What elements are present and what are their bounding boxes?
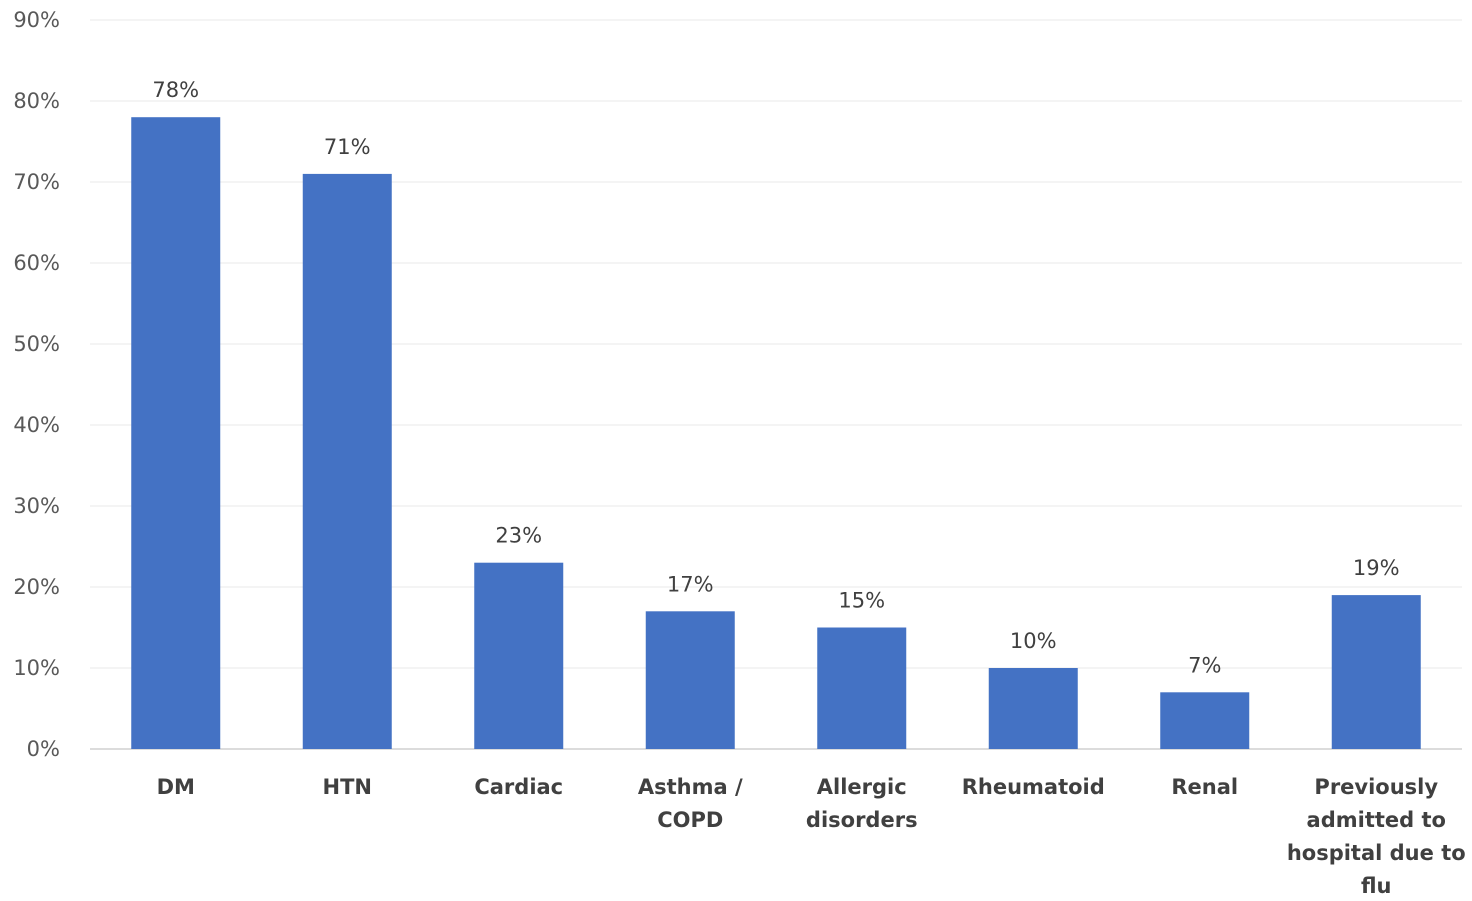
y-tick-label: 30% [13, 494, 60, 518]
y-tick-label: 50% [13, 332, 60, 356]
bar-5 [988, 668, 1078, 749]
category-label: Cardiac [474, 775, 563, 799]
bar-7 [1331, 595, 1421, 749]
category-label: COPD [657, 808, 723, 832]
data-label-0: 78% [152, 78, 199, 102]
category-label: DM [157, 775, 195, 799]
y-tick-label: 40% [13, 413, 60, 437]
y-axis-ticks: 0% 10% 20% 30% 40% 50% 60% 70% 80% 90% [13, 8, 60, 761]
category-label: Allergic [817, 775, 907, 799]
bar-0 [131, 117, 221, 749]
category-label: HTN [323, 775, 372, 799]
y-tick-label: 80% [13, 89, 60, 113]
gridlines [90, 19, 1462, 750]
bar-3 [645, 611, 735, 749]
category-label: Rheumatoid [962, 775, 1105, 799]
category-label: Asthma / [638, 775, 743, 799]
data-label-5: 10% [1010, 629, 1057, 653]
bar-1 [302, 173, 392, 749]
data-label-6: 7% [1188, 653, 1221, 677]
x-axis-categories: DM HTN Cardiac Asthma / COPD Allergic disorder… [157, 775, 1466, 898]
bar-2 [474, 562, 564, 749]
y-tick-label: 60% [13, 251, 60, 275]
category-label: Previously [1314, 775, 1438, 799]
data-label-1: 71% [324, 135, 371, 159]
category-label: flu [1361, 874, 1392, 898]
bars [131, 117, 1421, 749]
category-label: admitted to [1307, 808, 1446, 832]
category-label: disorders [806, 808, 918, 832]
y-tick-label: 20% [13, 575, 60, 599]
data-label-3: 17% [667, 572, 714, 596]
y-tick-label: 70% [13, 170, 60, 194]
y-tick-label: 90% [13, 8, 60, 32]
y-tick-label: 0% [27, 737, 60, 761]
bar-6 [1160, 692, 1250, 749]
data-label-2: 23% [495, 524, 542, 548]
category-label: hospital due to [1287, 841, 1466, 865]
category-label: Renal [1171, 775, 1238, 799]
bar-4 [817, 627, 907, 749]
data-label-7: 19% [1353, 556, 1400, 580]
y-tick-label: 10% [13, 656, 60, 680]
data-labels: 78% 71% 23% 17% 15% 10% 7% 19% [152, 78, 1399, 677]
data-label-4: 15% [838, 589, 885, 613]
